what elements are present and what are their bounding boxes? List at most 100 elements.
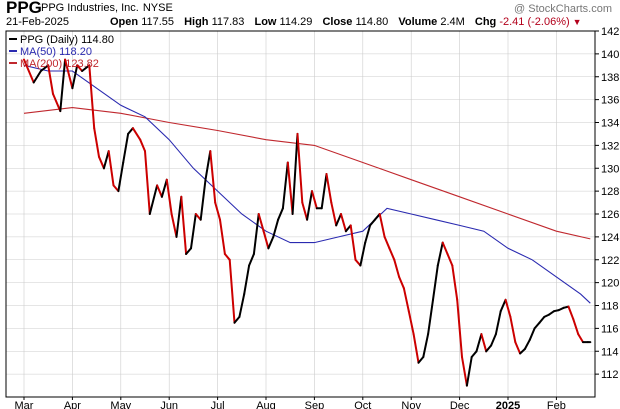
price-segment — [32, 70, 42, 84]
price-segment — [451, 264, 459, 301]
price-segment — [88, 64, 96, 130]
price-segment — [180, 195, 188, 255]
x-tick-label: Oct — [354, 400, 371, 409]
low-value: 114.29 — [279, 16, 313, 28]
close-value: 114.80 — [355, 16, 389, 28]
price-segment — [175, 195, 183, 238]
ma200-line — [23, 107, 591, 240]
price-segment — [243, 264, 251, 296]
company-label: PPG Industries, Inc. — [41, 2, 139, 14]
open-value: 117.55 — [141, 16, 175, 28]
x-tick-label: May — [110, 400, 131, 409]
x-tick-label: Aug — [256, 400, 276, 409]
price-segment — [480, 333, 488, 353]
price-segment — [528, 327, 536, 341]
y-tick-label: 140 — [601, 49, 619, 61]
price-segment — [417, 356, 425, 364]
price-segment — [286, 161, 294, 215]
x-tick-label: Sep — [305, 400, 325, 409]
low-label: Low — [254, 16, 277, 28]
quote-date: 21-Feb-2025 — [6, 16, 69, 28]
price-segment — [335, 213, 342, 227]
price-segment — [422, 333, 430, 358]
price-segment — [349, 224, 357, 261]
close-label: Close — [322, 16, 353, 28]
price-segment — [170, 213, 178, 238]
high-label: High — [184, 16, 209, 28]
x-tick-label: Feb — [547, 400, 566, 409]
price-segment — [519, 348, 526, 355]
price-segment — [427, 298, 434, 336]
price-segment — [436, 241, 444, 267]
price-segment — [407, 310, 415, 336]
price-segment — [499, 298, 507, 313]
price-segment — [393, 258, 401, 278]
price-segment — [98, 155, 105, 170]
price-segment — [262, 230, 270, 250]
price-segment — [330, 201, 338, 227]
price-segment — [272, 218, 280, 238]
price-segment — [199, 178, 207, 221]
x-tick-label: Apr — [64, 400, 81, 409]
price-segment — [485, 344, 493, 353]
price-segment — [131, 127, 142, 141]
price-segment — [81, 64, 91, 72]
price-segment — [523, 338, 531, 350]
price-segment — [139, 138, 146, 153]
price-segment — [340, 213, 347, 233]
price-segment — [538, 315, 546, 324]
ohlc-summary: Open 117.55 High 117.83 Low 114.29 Close… — [110, 16, 582, 28]
y-tick-label: 138 — [601, 72, 619, 84]
price-segment — [441, 241, 449, 255]
x-tick-label: Dec — [450, 400, 470, 409]
price-segment — [107, 150, 115, 187]
price-segment — [228, 258, 236, 324]
y-tick-label: 142 — [601, 26, 619, 38]
ticker-symbol: PPG — [6, 0, 42, 17]
y-axis-ticks: 112 114 116 118 120 122 124 126 128 130 132 134 136 1… — [595, 26, 619, 381]
price-segment — [320, 173, 328, 210]
price-segment — [494, 310, 502, 336]
series-lines — [23, 58, 592, 387]
y-tick-label: 116 — [601, 323, 619, 335]
price-segment — [412, 333, 420, 364]
company-name: PPG Industries, Inc. NYSE — [41, 2, 173, 14]
price-segment — [122, 132, 130, 164]
y-tick-label: 136 — [601, 95, 619, 107]
price-segment — [291, 132, 299, 215]
price-segment — [325, 173, 333, 204]
price-segment — [533, 321, 541, 330]
y-tick-label: 122 — [601, 255, 619, 267]
x-tick-label: Mar — [15, 400, 34, 409]
down-arrow-icon: ▼ — [572, 17, 582, 27]
legend-entry: MA(200) 123.82 — [20, 58, 99, 70]
volume-label: Volume — [398, 16, 438, 28]
price-segment — [388, 247, 396, 261]
price-segment — [252, 213, 260, 255]
price-segment — [369, 218, 376, 227]
price-segment — [190, 213, 197, 250]
price-segment — [296, 132, 304, 204]
price-segment — [209, 150, 217, 204]
price-segment — [102, 150, 110, 170]
price-segment — [127, 127, 134, 135]
price-segment — [402, 287, 410, 313]
x-tick-label: Jul — [211, 400, 225, 409]
x-tick-label: 2025 — [496, 400, 520, 409]
x-tick-label: Jun — [160, 400, 178, 409]
high-value: 117.83 — [211, 16, 245, 28]
price-segment — [52, 92, 62, 113]
price-segment — [117, 161, 125, 193]
price-segment — [301, 201, 309, 221]
price-segment — [311, 190, 318, 210]
price-segment — [257, 213, 265, 233]
price-segment — [359, 241, 367, 267]
y-tick-label: 114 — [601, 346, 619, 358]
price-segment — [93, 127, 100, 158]
price-segment — [277, 207, 284, 221]
x-axis-ticks: Mar Apr May Jun Jul Aug Sep Oct Nov Dec 2025 Feb — [15, 397, 566, 409]
ma50-line — [23, 64, 591, 304]
price-segment — [204, 150, 212, 181]
